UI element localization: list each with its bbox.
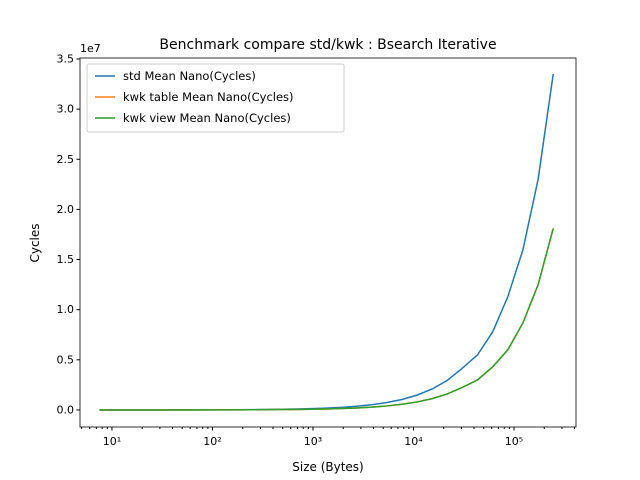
- y-tick-label: 3.5: [57, 53, 75, 66]
- x-tick-label: 10⁵: [505, 435, 523, 448]
- legend-label: std Mean Nano(Cycles): [123, 69, 256, 83]
- legend-label: kwk table Mean Nano(Cycles): [123, 90, 294, 104]
- legend-label: kwk view Mean Nano(Cycles): [123, 111, 291, 125]
- y-tick-label: 3.0: [57, 103, 75, 116]
- x-tick-label: 10¹: [103, 435, 121, 448]
- x-tick-label: 10⁴: [404, 435, 423, 448]
- y-tick-label: 1.0: [57, 303, 75, 316]
- y-axis-label: Cycles: [28, 223, 42, 262]
- y-tick-label: 0.0: [57, 403, 75, 416]
- y-offset-label: 1e7: [80, 42, 101, 55]
- legend-box: [86, 63, 345, 133]
- line-series: [99, 228, 554, 411]
- chart-title: Benchmark compare std/kwk : Bsearch Iter…: [159, 37, 496, 53]
- x-tick-label: 10²: [203, 435, 221, 448]
- y-tick-label: 1.5: [57, 253, 75, 266]
- y-tick-label: 2.0: [57, 203, 75, 216]
- y-tick-label: 0.5: [57, 353, 75, 366]
- x-tick-label: 10³: [304, 435, 322, 448]
- x-axis-label: Size (Bytes): [292, 460, 363, 474]
- y-tick-label: 2.5: [57, 153, 75, 166]
- line-series: [99, 228, 554, 411]
- plot-frame: [79, 57, 577, 428]
